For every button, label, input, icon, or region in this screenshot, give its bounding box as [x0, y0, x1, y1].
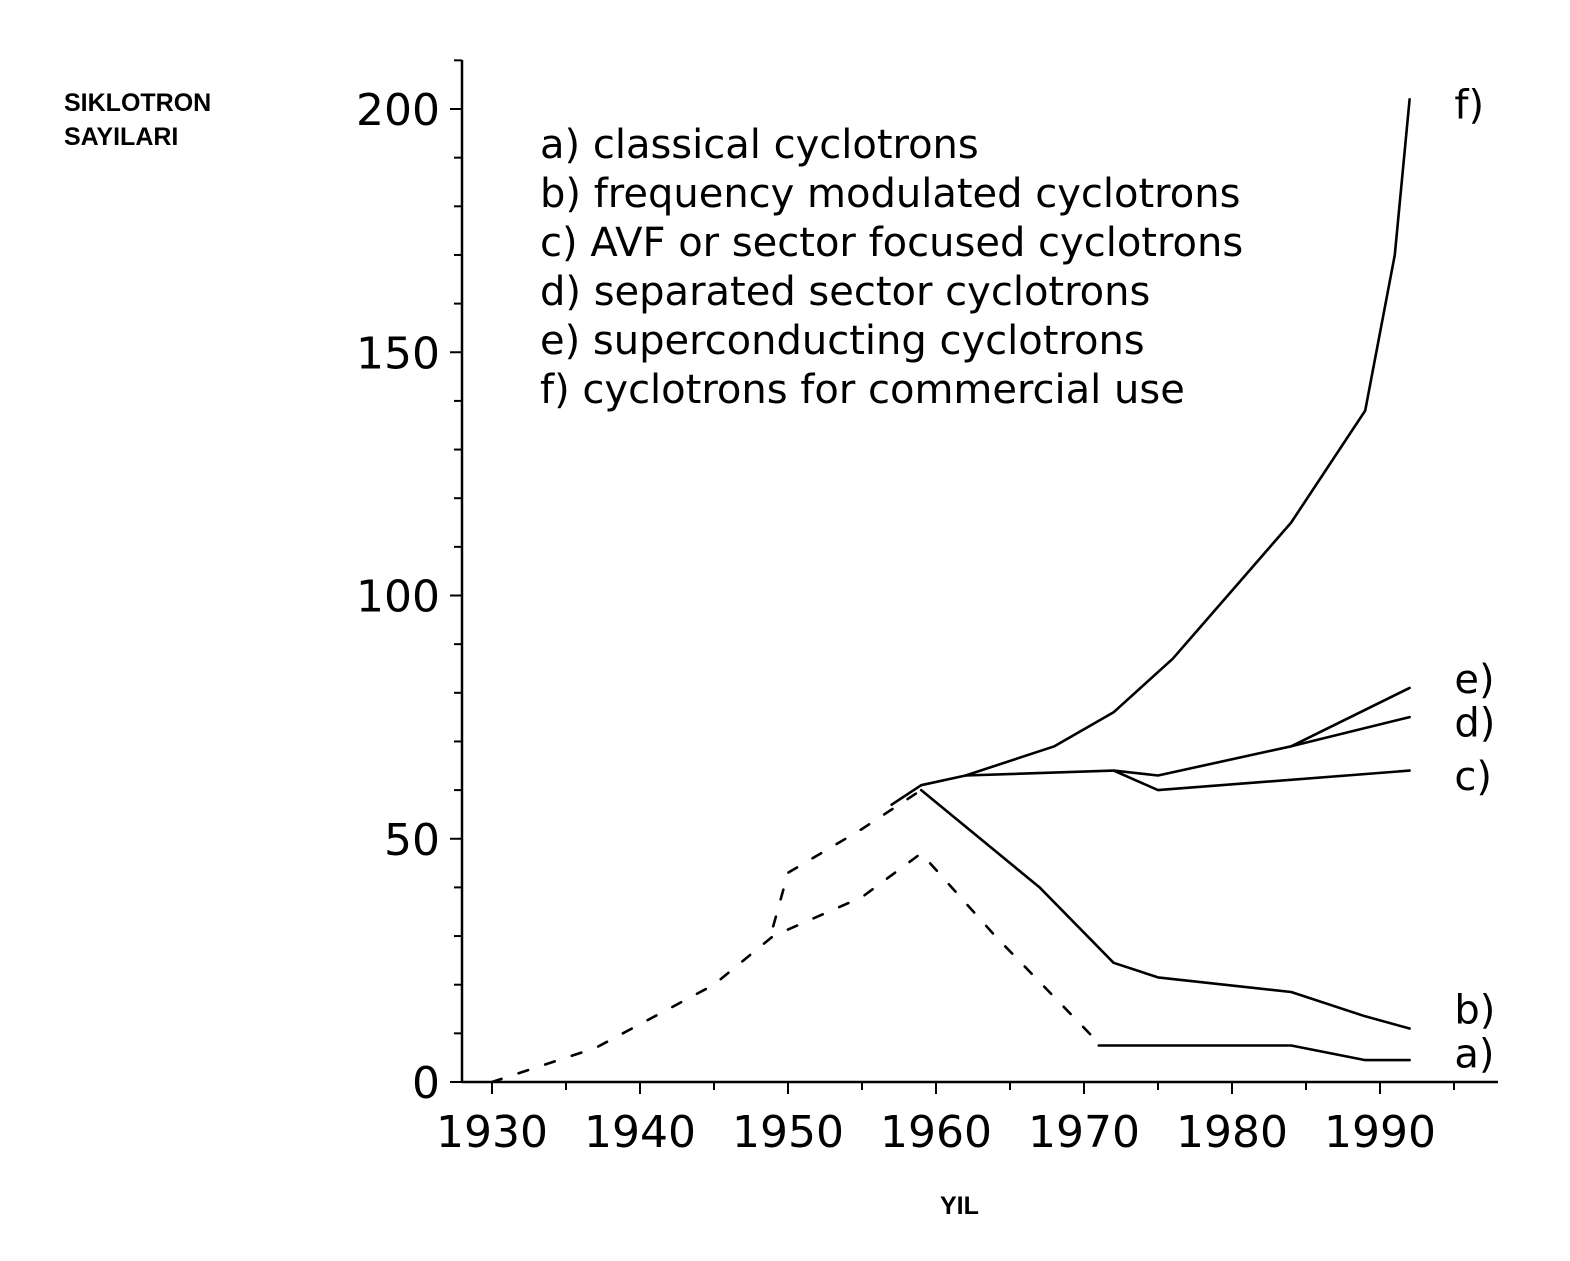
series-d-solid-line	[1112, 715, 1411, 777]
legend-entry: c) AVF or sector focused cyclotrons	[540, 220, 1243, 266]
legend-entry: f) cyclotrons for commercial use	[540, 367, 1185, 413]
y-tick-label: 150	[356, 328, 440, 379]
series-f-solid-line	[964, 98, 1411, 777]
series-end-label: e)	[1454, 657, 1494, 703]
series-c-solid-line	[890, 769, 1411, 807]
series-end-label: a)	[1454, 1031, 1494, 1077]
x-tick-label: 1950	[732, 1107, 844, 1158]
series-end-label: f)	[1454, 83, 1484, 129]
legend-entry: d) separated sector cyclotrons	[540, 269, 1150, 315]
series-end-label: d)	[1454, 701, 1495, 747]
series-b-solid-line	[919, 788, 1411, 1030]
y-axis-label: SIKLOTRON SAYILARI	[64, 86, 211, 154]
y-axis-label-line-2: SAYILARI	[64, 123, 179, 151]
y-tick-label: 0	[412, 1058, 440, 1109]
y-axis-label-line-1: SIKLOTRON	[64, 89, 212, 117]
x-tick-label: 1990	[1324, 1107, 1436, 1158]
x-tick-label: 1980	[1176, 1107, 1288, 1158]
legend-entry: b) frequency modulated cyclotrons	[540, 171, 1240, 217]
x-tick-label: 1960	[880, 1107, 992, 1158]
series-a-dashed-line	[490, 851, 1101, 1084]
y-tick-label: 50	[384, 815, 440, 866]
legend-entry: a) classical cyclotrons	[540, 122, 979, 168]
y-tick-label: 200	[356, 85, 440, 136]
series-b-dashed-line	[771, 788, 923, 928]
x-tick-label: 1940	[584, 1107, 696, 1158]
x-axis-label: YIL	[940, 1192, 979, 1220]
series-a-solid-line	[1097, 1044, 1411, 1062]
legend-entry: e) superconducting cyclotrons	[540, 318, 1145, 364]
x-tick-label: 1970	[1028, 1107, 1140, 1158]
series-end-label: b)	[1454, 988, 1495, 1034]
series-end-label: c)	[1454, 754, 1492, 800]
x-tick-label: 1930	[436, 1107, 548, 1158]
series-e-solid-line	[1289, 686, 1411, 748]
y-tick-label: 100	[356, 572, 440, 623]
